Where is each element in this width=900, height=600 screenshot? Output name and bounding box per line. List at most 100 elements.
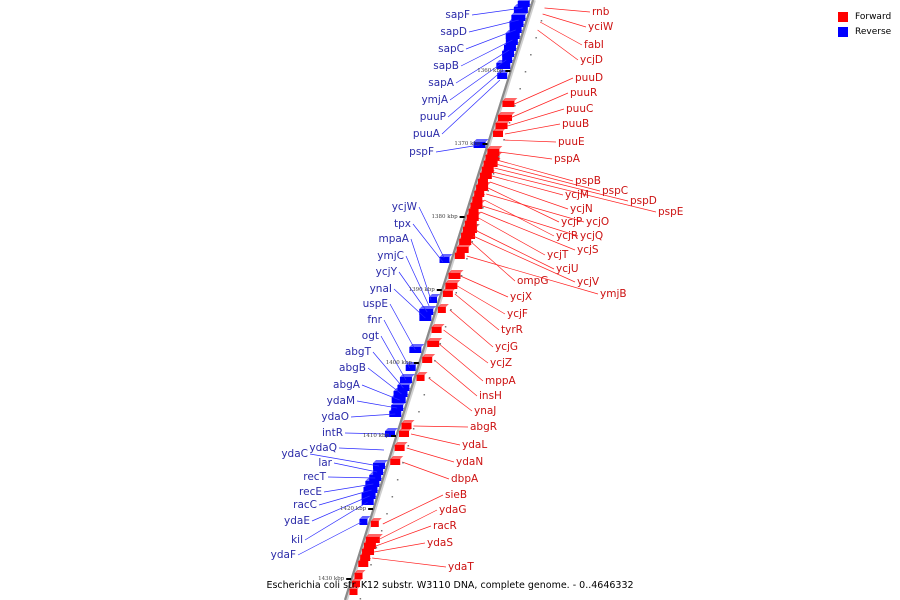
forward-gene-arrow bbox=[454, 250, 468, 259]
forward-leader-line bbox=[454, 293, 500, 331]
scale-tick-label: 1390 kbp bbox=[409, 287, 436, 293]
scale-tick-label: 1370 kbp bbox=[454, 141, 481, 147]
forward-gene-label: pspC bbox=[602, 185, 628, 197]
reverse-gene-label: recT bbox=[303, 471, 326, 483]
forward-gene-arrow bbox=[352, 578, 364, 587]
legend-item-forward: Forward bbox=[838, 9, 891, 24]
forward-leader-line bbox=[372, 557, 447, 568]
forward-gene-label: ydaT bbox=[448, 561, 474, 573]
forward-gene-label: puuR bbox=[570, 87, 597, 99]
forward-leader-line bbox=[466, 255, 599, 295]
forward-gene-label: yciW bbox=[588, 21, 614, 33]
reverse-gene-label: intR bbox=[322, 427, 343, 439]
forward-leader-line bbox=[542, 13, 587, 28]
scale-dot bbox=[524, 71, 527, 73]
forward-gene-label: ydaN bbox=[456, 456, 483, 468]
forward-gene-label: rnb bbox=[592, 6, 610, 18]
forward-gene-arrow bbox=[445, 280, 461, 289]
reverse-gene-label: abgB bbox=[339, 362, 366, 374]
forward-leader-line bbox=[496, 159, 574, 182]
scale-tick-mark bbox=[459, 216, 465, 218]
reverse-leader-line bbox=[367, 367, 402, 395]
forward-gene-label: ycjQ bbox=[580, 230, 603, 242]
forward-leader-line bbox=[402, 461, 450, 480]
forward-gene-arrow bbox=[495, 120, 511, 129]
legend: Forward Reverse bbox=[838, 9, 891, 39]
forward-gene-label: ycjO bbox=[586, 216, 609, 228]
reverse-leader-line bbox=[393, 288, 426, 319]
forward-leader-line bbox=[382, 494, 444, 525]
forward-leader-line bbox=[504, 123, 561, 135]
forward-gene-label: ycjX bbox=[510, 291, 532, 303]
reverse-gene-label: kil bbox=[291, 534, 303, 546]
forward-gene-arrow bbox=[502, 98, 518, 107]
forward-leader-line bbox=[544, 7, 591, 13]
scale-dot bbox=[375, 547, 378, 549]
forward-gene-label: ydaS bbox=[427, 537, 453, 549]
reverse-leader-line bbox=[311, 495, 370, 522]
forward-gene-label: puuD bbox=[575, 72, 603, 84]
reverse-leader-line bbox=[356, 400, 398, 409]
reverse-leader-line bbox=[344, 432, 390, 435]
forward-leader-line bbox=[449, 309, 494, 348]
reverse-gene-label: sapD bbox=[440, 26, 467, 38]
forward-leader-line bbox=[406, 447, 455, 463]
scale-dot bbox=[498, 156, 500, 158]
reverse-leader-line bbox=[398, 271, 428, 313]
reverse-leader-line bbox=[441, 79, 501, 135]
scale-dot bbox=[386, 513, 388, 515]
scale-dot bbox=[402, 462, 404, 464]
reverse-gene-label: ymjC bbox=[377, 250, 404, 262]
forward-gene-label: dbpA bbox=[451, 473, 479, 485]
forward-gene-label: pspD bbox=[630, 195, 657, 207]
scale-tick-mark bbox=[368, 508, 374, 510]
reverse-gene-label: ydaF bbox=[271, 549, 296, 561]
reverse-gene-label: sapF bbox=[445, 9, 470, 21]
forward-gene-arrow bbox=[448, 270, 464, 279]
scale-dot bbox=[487, 190, 489, 192]
forward-leader-line bbox=[470, 241, 516, 282]
scale-tick-mark bbox=[436, 289, 442, 291]
scale-tick-label: 1400 kbp bbox=[386, 360, 413, 366]
reverse-leader-line bbox=[372, 351, 404, 389]
forward-gene-label: ydaG bbox=[439, 504, 466, 516]
reverse-gene-label: ydaE bbox=[284, 515, 310, 527]
forward-gene-label: ycjG bbox=[495, 341, 518, 353]
forward-leader-line bbox=[537, 29, 579, 61]
reverse-gene-label: ogt bbox=[362, 330, 379, 342]
gene-labels: sapF sapD sapC sapB sapA ymjA puuP puuA pspF ycjW… bbox=[271, 6, 684, 573]
scale-dot bbox=[535, 37, 537, 39]
scale-dot bbox=[450, 309, 452, 311]
reverse-gene-label: uspE bbox=[363, 298, 388, 310]
reverse-swatch bbox=[838, 26, 848, 37]
reverse-gene-arrow bbox=[391, 394, 409, 403]
scale-dot bbox=[466, 258, 468, 260]
forward-gene-label: ycjM bbox=[565, 189, 589, 201]
forward-leader-line bbox=[486, 193, 585, 223]
reverse-leader-line bbox=[389, 303, 416, 351]
forward-gene-label: puuC bbox=[566, 103, 593, 115]
forward-leader-line bbox=[428, 377, 473, 412]
reverse-gene-label: abgT bbox=[345, 346, 372, 358]
forward-gene-arrow bbox=[349, 586, 361, 595]
forward-leader-line bbox=[438, 343, 484, 382]
forward-gene-arrow bbox=[394, 442, 408, 451]
reverse-leader-line bbox=[327, 476, 376, 479]
forward-leader-line bbox=[474, 229, 555, 270]
forward-gene-label: abgR bbox=[470, 421, 497, 433]
reverse-gene-arrow bbox=[359, 516, 371, 525]
scale-dot bbox=[423, 394, 426, 396]
forward-gene-arrow bbox=[401, 420, 415, 429]
forward-gene-label: ycjS bbox=[577, 244, 599, 256]
forward-leader-line bbox=[480, 211, 576, 251]
forward-gene-label: ycjF bbox=[507, 308, 528, 320]
forward-leader-line bbox=[495, 163, 601, 192]
forward-gene-label: ompG bbox=[517, 275, 548, 287]
reverse-gene-label: ynaI bbox=[370, 283, 392, 295]
reverse-leader-line bbox=[309, 453, 380, 467]
reverse-leader-line bbox=[361, 384, 400, 401]
reverse-gene-label: sapB bbox=[433, 60, 459, 72]
forward-gene-arrow bbox=[427, 338, 443, 347]
reverse-gene-arrow bbox=[385, 428, 399, 437]
forward-gene-arrow bbox=[442, 288, 456, 297]
